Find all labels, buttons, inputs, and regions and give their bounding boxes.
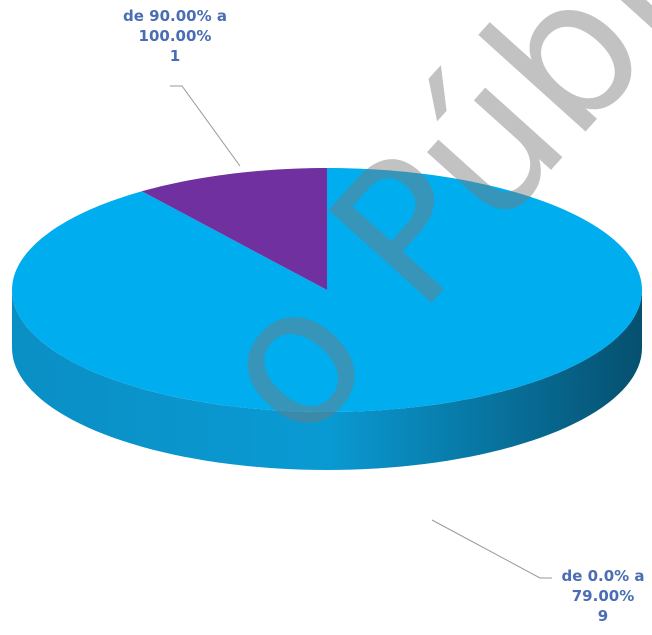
- category-label: de 0.0% a 79.00%: [561, 567, 645, 605]
- leader-line: [170, 85, 241, 167]
- slice: [12, 168, 642, 412]
- slice-label: de 90.00% a 100.00% 1: [100, 6, 250, 66]
- slice: [141, 168, 327, 290]
- value-label: 9: [597, 607, 609, 625]
- leader-line: [431, 519, 552, 579]
- slice-side: [12, 290, 642, 470]
- category-label: de 90.00% a 100.00%: [123, 7, 227, 45]
- value-label: 1: [169, 47, 181, 65]
- slice-label: de 0.0% a 79.00% 9: [548, 566, 652, 626]
